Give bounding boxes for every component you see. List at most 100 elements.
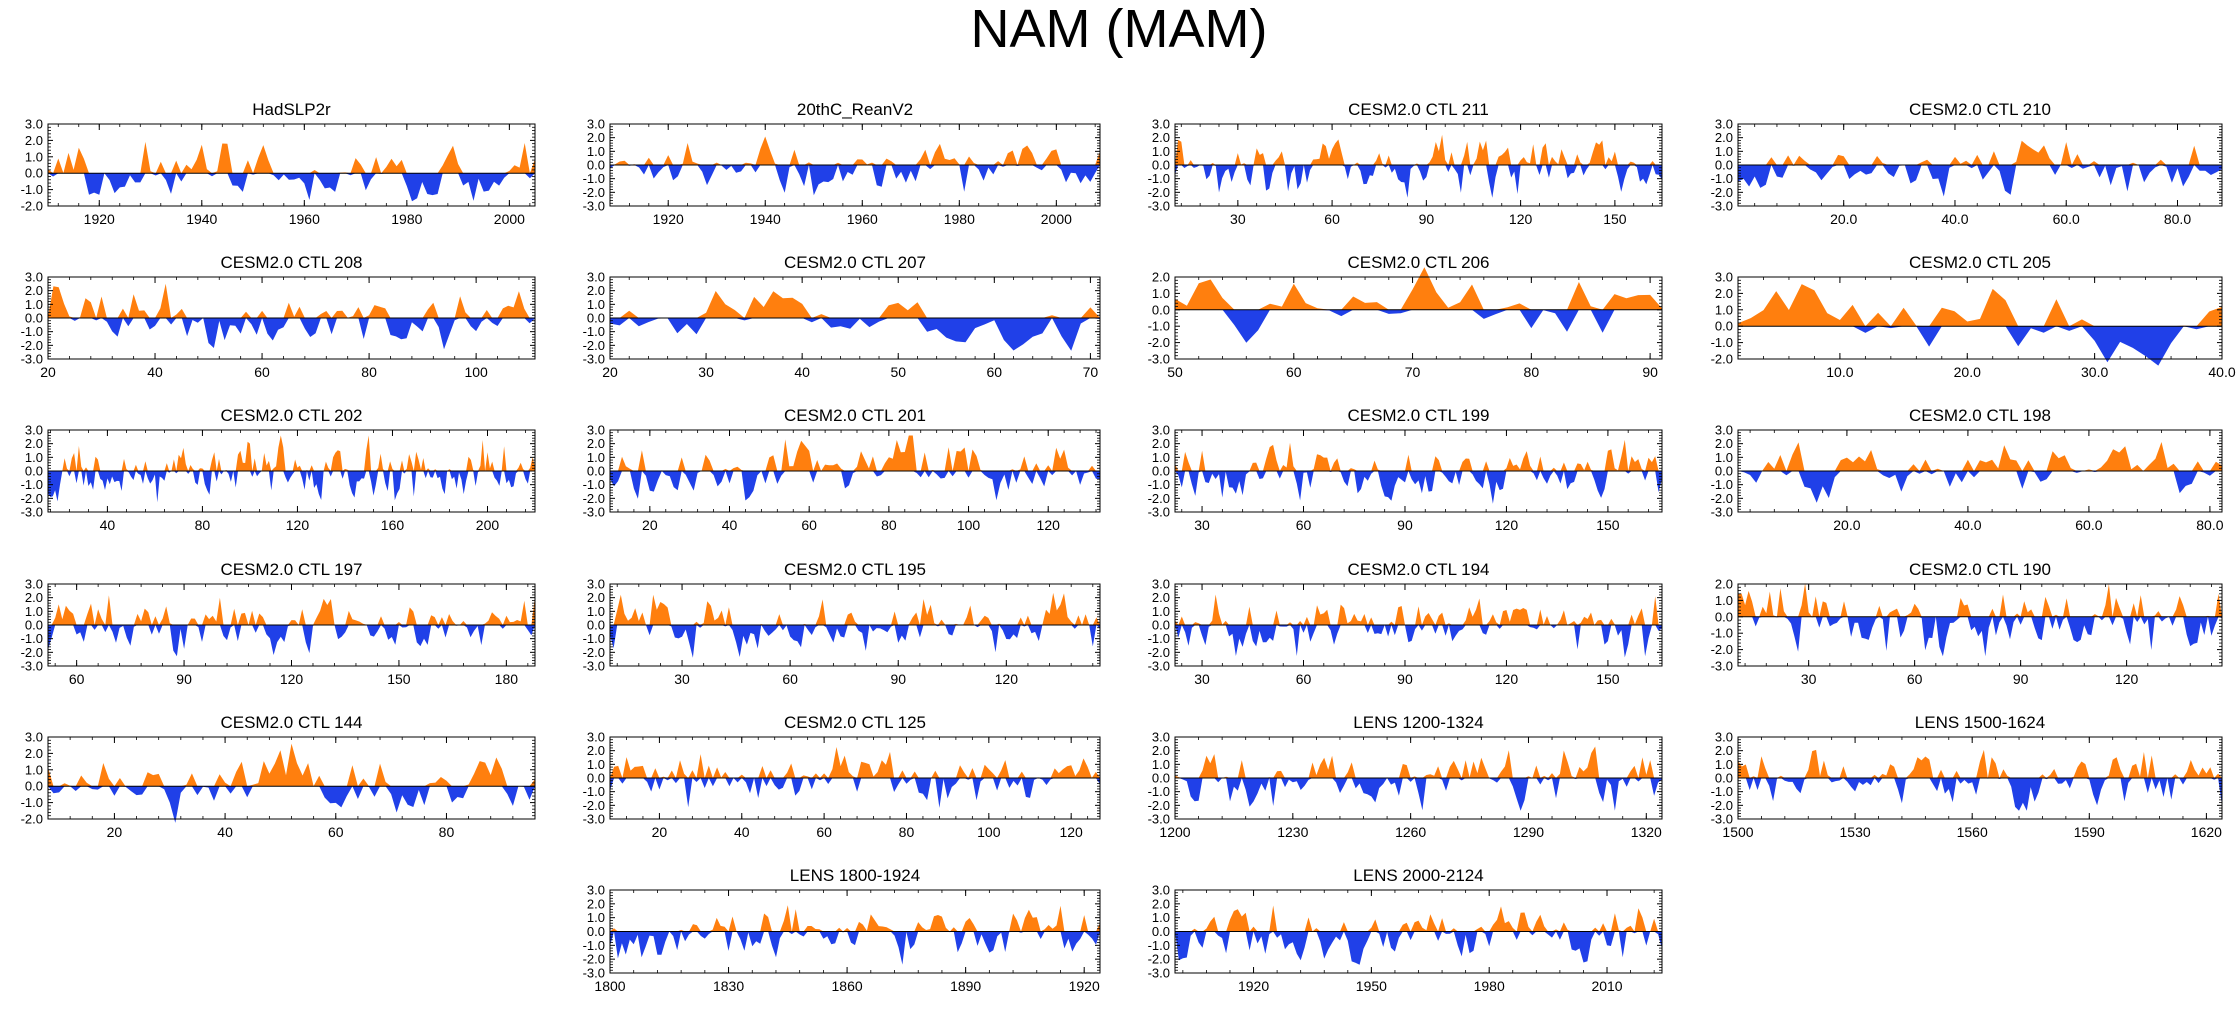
y-tick-label: 2.0 xyxy=(1715,743,1733,758)
positive-area xyxy=(610,435,1100,471)
y-tick-label: 0.0 xyxy=(25,779,43,794)
y-tick-label: -1.0 xyxy=(1148,784,1170,799)
x-tick-label: 90 xyxy=(176,671,192,687)
x-tick-label: 60 xyxy=(816,824,832,840)
y-tick-label: -3.0 xyxy=(1711,505,1733,520)
x-tick-label: 1530 xyxy=(1840,824,1871,840)
x-tick-label: 1590 xyxy=(2074,824,2105,840)
y-tick-label: 2.0 xyxy=(1715,130,1733,145)
x-tick-label: 1920 xyxy=(1238,978,1269,994)
panel-title: CESM2.0 CTL 197 xyxy=(220,560,362,579)
positive-area xyxy=(1175,594,1662,625)
y-tick-label: 2.0 xyxy=(25,283,43,298)
y-tick-label: 1.0 xyxy=(587,604,605,619)
x-tick-label: 60.0 xyxy=(2053,211,2080,227)
y-tick-label: 0.0 xyxy=(1715,158,1733,173)
negative-area xyxy=(1738,778,2222,811)
x-tick-label: 1200 xyxy=(1159,824,1190,840)
y-tick-label: -2.0 xyxy=(1148,335,1170,350)
x-tick-label: 80 xyxy=(361,364,377,380)
negative-area xyxy=(610,625,1100,658)
y-tick-label: 0.0 xyxy=(587,464,605,479)
y-tick-label: 2.0 xyxy=(587,896,605,911)
y-tick-label: -2.0 xyxy=(1148,645,1170,660)
y-tick-label: 2.0 xyxy=(25,436,43,451)
y-tick-label: -2.0 xyxy=(21,812,43,827)
x-tick-label: 30 xyxy=(1230,211,1246,227)
panel-title: 20thC_ReanV2 xyxy=(797,100,913,119)
x-tick-label: 1940 xyxy=(750,211,781,227)
panel-10: CESM2.0 CTL 199 3.02.01.00.0-1.0-2.0-3.0 3… xyxy=(1148,406,1663,533)
y-tick-label: 2.0 xyxy=(1715,286,1733,301)
panel-title: CESM2.0 CTL 202 xyxy=(220,406,362,425)
y-tick-label: 3.0 xyxy=(1152,117,1170,132)
x-tick-label: 40 xyxy=(722,517,738,533)
positive-area xyxy=(610,592,1100,625)
positive-area xyxy=(610,136,1100,165)
x-tick-label: 30 xyxy=(674,671,690,687)
y-tick-label: -3.0 xyxy=(1711,659,1733,674)
panel-9: CESM2.0 CTL 201 3.02.01.00.0-1.0-2.0-3.0 2… xyxy=(583,406,1101,533)
y-tick-label: -3.0 xyxy=(1148,659,1170,674)
y-tick-label: -3.0 xyxy=(583,505,605,520)
x-tick-label: 1260 xyxy=(1395,824,1426,840)
x-tick-label: 60 xyxy=(1907,671,1923,687)
x-tick-label: 60 xyxy=(987,364,1003,380)
panel-title: LENS 1500-1624 xyxy=(1915,713,2045,732)
y-tick-label: -2.0 xyxy=(583,491,605,506)
panel-7: CESM2.0 CTL 205 3.02.01.0 0.0-1.0 -2.0 10.0 2… xyxy=(1711,253,2236,380)
y-tick-label: -1.0 xyxy=(583,324,605,339)
panel-6: CESM2.0 CTL 206 2.01.00.0 -1.0-2.0 -3.050 60… xyxy=(1148,253,1663,380)
y-tick-label: 0.0 xyxy=(587,618,605,633)
x-tick-label: 60 xyxy=(801,517,817,533)
y-tick-label: -1.0 xyxy=(1148,319,1170,334)
y-tick-label: 2.0 xyxy=(25,746,43,761)
x-tick-label: 40 xyxy=(100,517,116,533)
x-tick-label: 10.0 xyxy=(1826,364,1853,380)
y-tick-label: 1.0 xyxy=(25,604,43,619)
panel-21: LENS 2000-2124 3.02.01.00.0-1.0-2.0-3.0 19… xyxy=(1148,866,1663,994)
panel-title: CESM2.0 CTL 206 xyxy=(1347,253,1489,272)
y-tick-label: 3.0 xyxy=(1715,117,1733,132)
y-tick-label: -2.0 xyxy=(1148,185,1170,200)
y-tick-label: -1.0 xyxy=(1711,784,1733,799)
y-tick-label: -3.0 xyxy=(1148,505,1170,520)
y-tick-label: 2.0 xyxy=(1152,896,1170,911)
y-tick-label: 3.0 xyxy=(587,577,605,592)
x-tick-label: 40 xyxy=(794,364,810,380)
y-tick-label: 1.0 xyxy=(587,144,605,159)
x-tick-label: 160 xyxy=(381,517,405,533)
x-tick-label: 30 xyxy=(698,364,714,380)
y-tick-label: 3.0 xyxy=(25,730,43,745)
y-tick-label: 2.0 xyxy=(1152,130,1170,145)
x-tick-label: 40 xyxy=(734,824,750,840)
y-tick-label: 3.0 xyxy=(1715,730,1733,745)
panel-title: CESM2.0 CTL 198 xyxy=(1909,406,2051,425)
x-tick-label: 1980 xyxy=(391,211,422,227)
panel-title: CESM2.0 CTL 125 xyxy=(784,713,926,732)
x-tick-label: 150 xyxy=(1603,211,1627,227)
y-tick-label: 2.0 xyxy=(587,436,605,451)
x-tick-label: 120 xyxy=(1037,517,1061,533)
negative-area xyxy=(610,165,1100,196)
y-tick-label: 3.0 xyxy=(1152,423,1170,438)
x-tick-label: 20.0 xyxy=(1954,364,1981,380)
panel-title: CESM2.0 CTL 199 xyxy=(1347,406,1489,425)
y-tick-label: 0.0 xyxy=(1152,771,1170,786)
x-tick-label: 1940 xyxy=(186,211,217,227)
x-tick-label: 150 xyxy=(387,671,411,687)
x-tick-label: 20 xyxy=(107,824,123,840)
panel-title: CESM2.0 CTL 201 xyxy=(784,406,926,425)
x-tick-label: 60 xyxy=(1296,517,1312,533)
y-tick-label: -1.0 xyxy=(583,938,605,953)
y-tick-label: 0.0 xyxy=(587,771,605,786)
panel-title: CESM2.0 CTL 195 xyxy=(784,560,926,579)
x-tick-label: 90 xyxy=(1419,211,1435,227)
x-tick-label: 1890 xyxy=(950,978,981,994)
x-tick-label: 120 xyxy=(286,517,310,533)
y-tick-label: -3.0 xyxy=(1711,199,1733,214)
x-tick-label: 80 xyxy=(881,517,897,533)
y-tick-label: -1.0 xyxy=(21,477,43,492)
y-tick-label: 1.0 xyxy=(1715,450,1733,465)
